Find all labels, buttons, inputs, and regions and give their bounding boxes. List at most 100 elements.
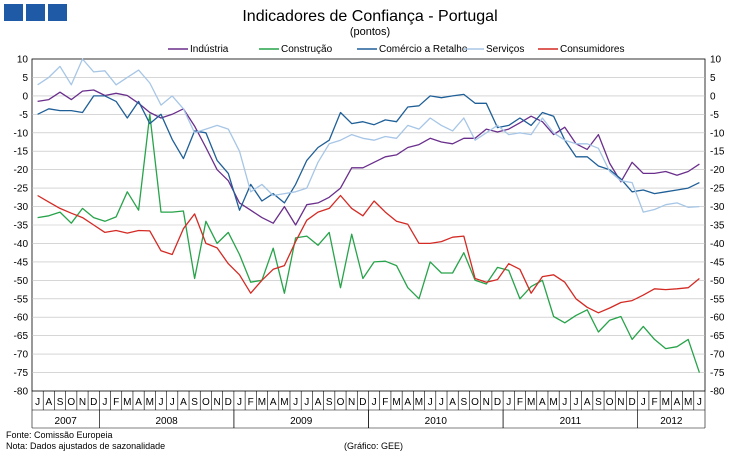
y-tick-label: -75 (710, 368, 725, 379)
month-label: F (248, 397, 254, 408)
y-tick-label: 0 (710, 91, 716, 102)
month-label: O (67, 397, 75, 408)
month-label: M (684, 397, 692, 408)
series-lines (37, 58, 701, 373)
y-tick-label: 10 (17, 55, 29, 66)
month-label: A (404, 397, 411, 408)
month-label: N (79, 397, 86, 408)
y-tick-label: -10 (710, 128, 725, 139)
legend-label: Construção (281, 44, 333, 55)
month-label: M (662, 397, 670, 408)
month-label: J (428, 397, 433, 408)
month-label: M (280, 397, 288, 408)
footer-note: Nota: Dados ajustados de sazonalidade (6, 441, 165, 451)
year-label: 2008 (155, 416, 178, 427)
grid (31, 58, 706, 392)
legend: Indústria Construção Comércio a Retalho Ser… (168, 44, 624, 55)
month-label: A (584, 397, 591, 408)
month-label: J (641, 397, 646, 408)
month-label: D (90, 397, 97, 408)
month-label: A (45, 397, 52, 408)
y-tick-label: 5 (22, 73, 28, 84)
series-line-construção (37, 113, 701, 373)
y-tick-label: -30 (710, 202, 725, 213)
legend-label: Indústria (190, 44, 229, 55)
y-axis-left: 10 5 0 -5 -10 -15 -20 -25 -30 -35 -40 -45 -50 -55 -60 -… (14, 55, 29, 398)
year-label: 2011 (560, 416, 582, 427)
y-tick-label: -20 (14, 165, 29, 176)
y-tick-label: -60 (14, 313, 29, 324)
y-tick-label: -30 (14, 202, 29, 213)
gee-logo (4, 4, 67, 21)
month-label: A (180, 397, 187, 408)
month-label: J (304, 397, 309, 408)
y-tick-label: -45 (14, 257, 29, 268)
month-label: F (651, 397, 657, 408)
y-axis-right: 10 5 0 -5 -10 -15 -20 -25 -30 -35 -40 -45 -50 -55 -60 -… (710, 55, 725, 398)
month-label: O (471, 397, 479, 408)
y-tick-label: -70 (14, 350, 29, 361)
month-label: N (483, 397, 490, 408)
month-label: S (57, 397, 64, 408)
y-tick-label: -65 (14, 331, 29, 342)
legend-label: Serviços (486, 44, 524, 55)
y-tick-label: -20 (710, 165, 725, 176)
month-label: M (549, 397, 557, 408)
series-line-serviços (37, 58, 700, 213)
y-tick-label: -15 (710, 147, 725, 158)
legend-label: Comércio a Retalho (379, 44, 468, 55)
logo-square (4, 4, 23, 21)
logo-square (48, 4, 67, 21)
month-label: J (158, 397, 163, 408)
month-label: J (562, 397, 567, 408)
month-label: D (359, 397, 366, 408)
month-label: F (382, 397, 388, 408)
y-tick-label: -55 (710, 294, 725, 305)
year-label: 2007 (55, 416, 78, 427)
month-label: M (415, 397, 423, 408)
y-tick-label: -50 (14, 276, 29, 287)
y-tick-label: -65 (710, 331, 725, 342)
month-label: O (202, 397, 210, 408)
month-label: S (461, 397, 468, 408)
y-tick-label: -5 (19, 110, 28, 121)
legend-label: Consumidores (560, 44, 624, 55)
series-line-indústria (37, 89, 700, 226)
y-tick-label: -40 (710, 239, 725, 250)
y-tick-label: -10 (14, 128, 29, 139)
y-tick-label: -25 (14, 184, 29, 195)
month-label: D (628, 397, 635, 408)
month-label: M (258, 397, 266, 408)
month-label: O (337, 397, 345, 408)
logo-square (26, 4, 45, 21)
month-label: J (506, 397, 511, 408)
y-tick-label: -75 (14, 368, 29, 379)
month-label: N (348, 397, 355, 408)
month-label: S (326, 397, 333, 408)
month-label: F (517, 397, 523, 408)
footer-credit: (Gráfico: GEE) (344, 441, 403, 451)
y-tick-label: 10 (710, 55, 722, 66)
month-label: M (146, 397, 154, 408)
month-label: A (135, 397, 142, 408)
y-tick-label: -35 (710, 221, 725, 232)
y-tick-label: -55 (14, 294, 29, 305)
y-tick-label: -80 (14, 387, 29, 398)
y-tick-label: -35 (14, 221, 29, 232)
month-label: M (123, 397, 131, 408)
y-tick-label: -15 (14, 147, 29, 158)
chart-title: Indicadores de Confiança - Portugal (242, 8, 497, 25)
year-label: 2012 (660, 416, 683, 427)
month-label: A (674, 397, 681, 408)
month-label: A (449, 397, 456, 408)
y-tick-label: 0 (22, 91, 28, 102)
month-label: A (315, 397, 322, 408)
month-label: J (35, 397, 40, 408)
month-label: A (270, 397, 277, 408)
month-label: J (293, 397, 298, 408)
month-label: A (539, 397, 546, 408)
month-label: O (606, 397, 614, 408)
chart-subtitle: (pontos) (350, 26, 390, 38)
y-tick-label: -60 (710, 313, 725, 324)
